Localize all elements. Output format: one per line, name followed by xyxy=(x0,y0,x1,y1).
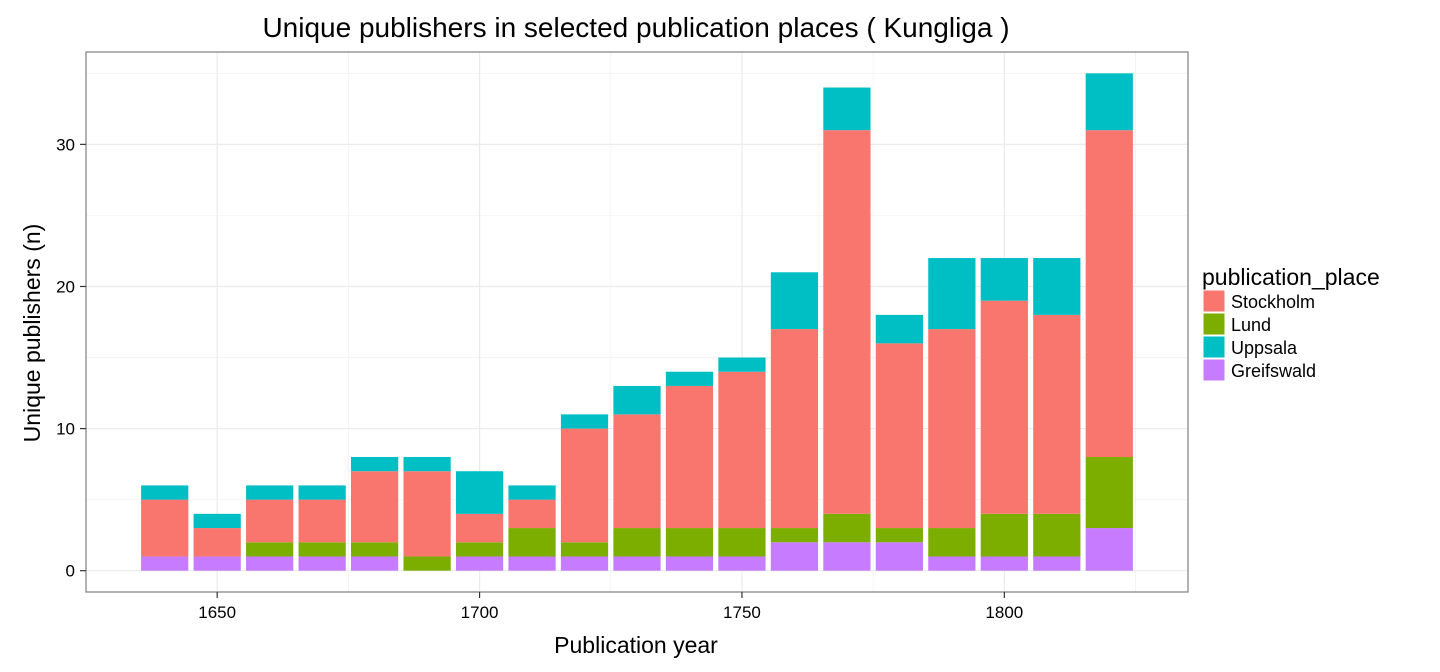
y-tick-label: 0 xyxy=(66,562,75,581)
bar-uppsala-1760 xyxy=(770,272,819,330)
y-axis-title: Unique publishers (n) xyxy=(19,224,45,443)
bar-lund-1660 xyxy=(246,542,294,557)
bar-stockholm-1750 xyxy=(718,371,766,529)
legend-swatch-greifswald xyxy=(1202,358,1226,382)
axes: 1650 1700 1750 1800 0 10 20 30 xyxy=(56,135,1023,622)
legend-swatch-lund xyxy=(1202,312,1226,336)
bar-lund-1670 xyxy=(298,542,346,557)
bar-stockholm-1700 xyxy=(455,513,504,543)
bar-stockholm-1680 xyxy=(351,471,399,543)
bar-uppsala-1740 xyxy=(665,371,714,386)
plot-panel xyxy=(85,51,1189,593)
bar-stockholm-1820 xyxy=(1085,130,1133,457)
bar-stockholm-1640 xyxy=(141,499,189,557)
legend-label-uppsala: Uppsala xyxy=(1231,338,1298,358)
bar-uppsala-1780 xyxy=(875,314,923,344)
bar-stockholm-1670 xyxy=(298,499,346,543)
bar-greifswald-1720 xyxy=(560,556,609,571)
bar-stockholm-1660 xyxy=(246,499,294,543)
x-tick-label: 1750 xyxy=(723,603,761,622)
bar-lund-1740 xyxy=(665,528,714,557)
bar-uppsala-1640 xyxy=(141,485,189,500)
bar-stockholm-1720 xyxy=(560,428,609,543)
bar-uppsala-1790 xyxy=(928,258,976,330)
x-tick-label: 1800 xyxy=(985,603,1023,622)
x-axis-title: Publication year xyxy=(554,632,718,658)
bar-uppsala-1680 xyxy=(351,457,399,472)
bar-uppsala-1660 xyxy=(246,485,294,500)
bar-greifswald-1810 xyxy=(1033,556,1081,571)
x-tick-label: 1650 xyxy=(198,603,236,622)
legend-label-greifswald: Greifswald xyxy=(1231,361,1316,381)
bar-uppsala-1670 xyxy=(298,485,346,500)
bar-stockholm-1650 xyxy=(193,528,241,557)
bar-greifswald-1780 xyxy=(875,542,923,571)
bar-lund-1760 xyxy=(770,528,819,543)
bar-uppsala-1800 xyxy=(980,258,1028,301)
bar-greifswald-1710 xyxy=(508,556,556,571)
bar-lund-1790 xyxy=(928,528,976,557)
bar-greifswald-1640 xyxy=(141,556,189,571)
bar-lund-1690 xyxy=(403,556,451,571)
bar-lund-1720 xyxy=(560,542,609,557)
legend-label-stockholm: Stockholm xyxy=(1231,292,1315,312)
bar-greifswald-1820 xyxy=(1085,528,1133,571)
bar-stockholm-1690 xyxy=(403,471,451,557)
legend-swatch-stockholm xyxy=(1202,289,1226,313)
legend-label-lund: Lund xyxy=(1231,315,1271,335)
bar-uppsala-1700 xyxy=(455,471,504,514)
plot-border xyxy=(85,51,1189,593)
bar-greifswald-1760 xyxy=(770,542,819,571)
bar-greifswald-1750 xyxy=(718,556,766,571)
bar-greifswald-1800 xyxy=(980,556,1028,571)
bar-stockholm-1790 xyxy=(928,329,976,529)
bar-greifswald-1650 xyxy=(193,556,241,571)
bar-lund-1680 xyxy=(351,542,399,557)
bar-greifswald-1730 xyxy=(613,556,661,571)
bar-stockholm-1760 xyxy=(770,329,819,529)
bar-uppsala-1690 xyxy=(403,457,451,472)
bar-lund-1800 xyxy=(980,513,1028,557)
bar-stockholm-1710 xyxy=(508,499,556,529)
bar-greifswald-1670 xyxy=(298,556,346,571)
bar-greifswald-1790 xyxy=(928,556,976,571)
legend: publication_place Stockholm Lund Uppsala Gr… xyxy=(1202,264,1380,382)
x-tick-label: 1700 xyxy=(461,603,499,622)
bar-greifswald-1770 xyxy=(823,542,871,571)
bar-uppsala-1650 xyxy=(193,513,241,529)
bar-stockholm-1730 xyxy=(613,414,661,529)
bar-uppsala-1810 xyxy=(1033,258,1081,315)
y-tick-label: 20 xyxy=(56,277,75,296)
bar-lund-1710 xyxy=(508,528,556,557)
y-tick-label: 30 xyxy=(56,135,75,154)
legend-swatch-uppsala xyxy=(1202,335,1226,359)
bars xyxy=(141,73,1133,571)
bar-uppsala-1770 xyxy=(823,87,871,131)
bar-stockholm-1740 xyxy=(665,385,714,529)
bar-uppsala-1710 xyxy=(508,485,556,500)
bar-uppsala-1720 xyxy=(560,414,609,429)
bar-lund-1780 xyxy=(875,528,923,543)
chart-title: Unique publishers in selected publicatio… xyxy=(262,12,1009,43)
legend-title: publication_place xyxy=(1202,264,1380,290)
bar-lund-1770 xyxy=(823,513,871,543)
bar-greifswald-1680 xyxy=(351,556,399,571)
bar-uppsala-1820 xyxy=(1085,73,1133,131)
bar-lund-1810 xyxy=(1033,513,1081,557)
bar-stockholm-1780 xyxy=(875,343,923,529)
bar-lund-1750 xyxy=(718,528,766,557)
bar-uppsala-1750 xyxy=(718,357,766,372)
bar-uppsala-1730 xyxy=(613,385,661,415)
bar-greifswald-1700 xyxy=(455,556,504,571)
bar-stockholm-1770 xyxy=(823,130,871,514)
y-tick-label: 10 xyxy=(56,420,75,439)
bar-stockholm-1800 xyxy=(980,300,1028,514)
bar-greifswald-1660 xyxy=(246,556,294,571)
bar-greifswald-1740 xyxy=(665,556,714,571)
bar-lund-1820 xyxy=(1085,457,1133,529)
bar-lund-1700 xyxy=(455,542,504,557)
bar-stockholm-1810 xyxy=(1033,314,1081,514)
bar-lund-1730 xyxy=(613,528,661,557)
